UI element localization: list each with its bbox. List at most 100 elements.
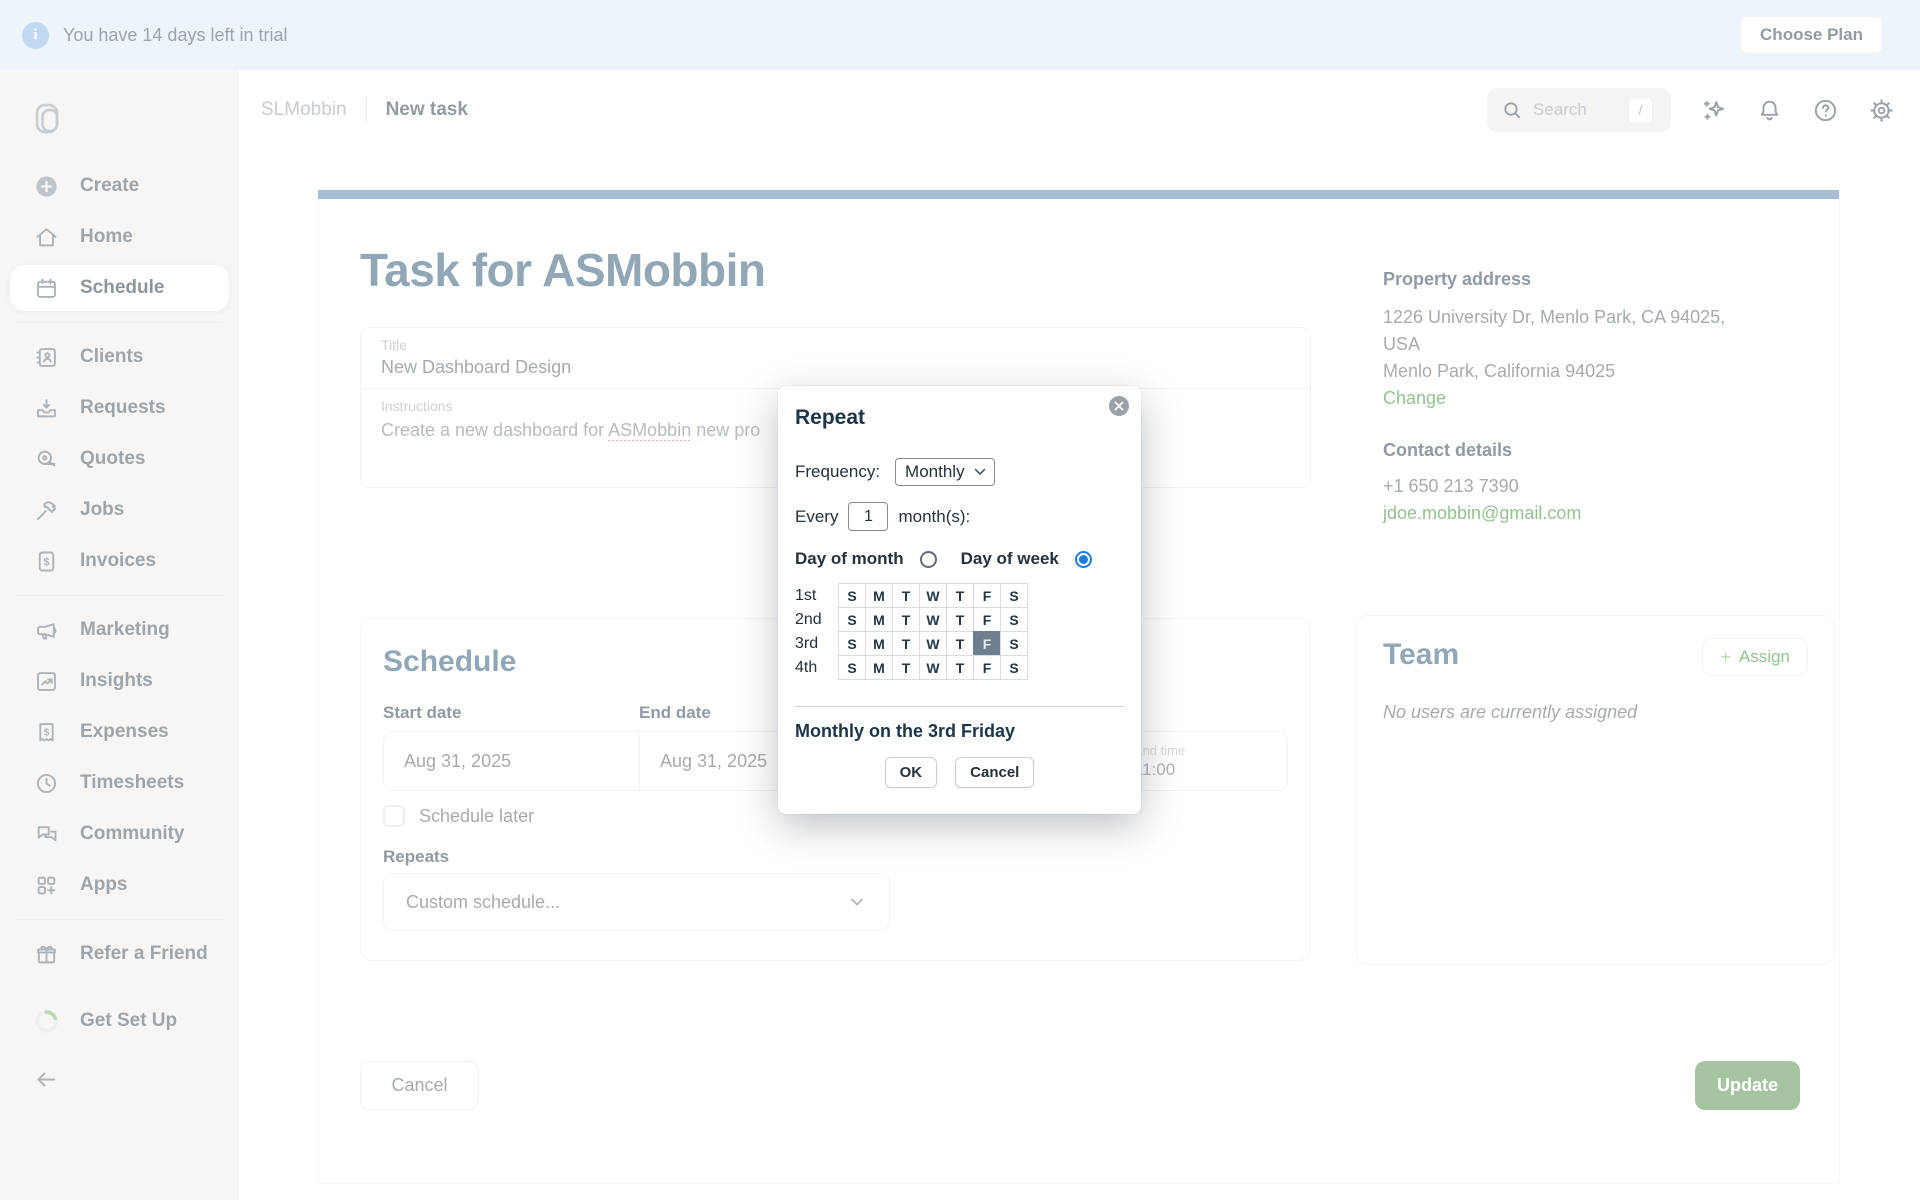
weekday-cell[interactable]: S	[838, 583, 866, 608]
search-field[interactable]	[1533, 100, 1619, 120]
weekday-cell[interactable]: T	[892, 583, 920, 608]
close-icon[interactable]	[1109, 396, 1129, 416]
interval-input[interactable]: 1	[848, 502, 889, 531]
weekday-cell[interactable]: F	[973, 583, 1001, 608]
week-ordinal-label: 2nd	[795, 610, 822, 628]
weekday-cell[interactable]: M	[865, 655, 893, 680]
property-address-title: Property address	[1383, 269, 1532, 289]
sidebar-item-label: Marketing	[80, 619, 170, 640]
notifications-bell-icon[interactable]	[1755, 96, 1783, 124]
choose-plan-button[interactable]: Choose Plan	[1740, 16, 1883, 54]
start-date-input[interactable]: Aug 31, 2025	[404, 750, 512, 771]
contact-phone: +1 650 213 7390	[1383, 476, 1519, 496]
weekday-cell[interactable]: S	[838, 655, 866, 680]
weekday-cell[interactable]: S	[1000, 655, 1028, 680]
sidebar-item-create[interactable]: Create	[10, 163, 229, 209]
sidebar-item-apps[interactable]: Apps	[10, 862, 229, 908]
assign-button[interactable]: + Assign	[1702, 638, 1808, 676]
sidebar-item-expenses[interactable]: $ Expenses	[10, 709, 229, 755]
frequency-select[interactable]: Monthly	[895, 458, 995, 486]
sidebar-item-label: Clients	[80, 346, 144, 367]
weekday-cell[interactable]: W	[919, 655, 947, 680]
weekday-cell[interactable]: T	[946, 583, 974, 608]
weekday-cell[interactable]: T	[892, 631, 920, 656]
instructions-field-label: Instructions	[381, 398, 453, 414]
sidebar-item-get-set-up[interactable]: Get Set Up	[10, 998, 229, 1044]
sidebar-item-clients[interactable]: Clients	[10, 334, 229, 380]
weekday-cell[interactable]: S	[838, 631, 866, 656]
weekday-cell[interactable]: M	[865, 607, 893, 632]
weekday-cell[interactable]: T	[946, 607, 974, 632]
weekday-cell[interactable]: T	[892, 607, 920, 632]
weekday-cell[interactable]: W	[919, 607, 947, 632]
sidebar-item-quotes[interactable]: Quotes	[10, 436, 229, 482]
weekday-cell[interactable]: S	[838, 607, 866, 632]
sidebar-item-label: Community	[80, 823, 185, 844]
breadcrumb-account[interactable]: SLMobbin	[261, 99, 347, 120]
app-logo-icon[interactable]	[30, 100, 239, 143]
weekday-cell[interactable]: M	[865, 583, 893, 608]
weekday-cell[interactable]: T	[946, 655, 974, 680]
weekday-cell[interactable]: F	[973, 655, 1001, 680]
search-input[interactable]: /	[1487, 88, 1671, 132]
spellcheck-word: ASMobbin	[608, 420, 692, 440]
day-of-week-label: Day of week	[960, 549, 1059, 568]
home-icon	[33, 224, 60, 251]
weekday-cell[interactable]: S	[1000, 583, 1028, 608]
weekday-cell[interactable]: S	[1000, 607, 1028, 632]
change-address-link[interactable]: Change	[1383, 388, 1447, 408]
team-empty-text: No users are currently assigned	[1383, 702, 1638, 722]
sidebar-item-label: Schedule	[80, 277, 165, 298]
weekday-cell[interactable]: W	[919, 583, 947, 608]
settings-gear-icon[interactable]	[1867, 96, 1895, 124]
sidebar-item-timesheets[interactable]: Timesheets	[10, 760, 229, 806]
weekday-cell[interactable]: F	[973, 631, 1001, 656]
update-button[interactable]: Update	[1695, 1061, 1800, 1110]
sidebar-item-marketing[interactable]: Marketing	[10, 607, 229, 653]
weekday-grid-row: 3rd S M T W T F S	[795, 631, 1124, 656]
day-of-month-radio[interactable]	[919, 550, 937, 568]
ok-button[interactable]: OK	[884, 757, 938, 788]
help-icon[interactable]	[1811, 96, 1839, 124]
sidebar-item-collapse[interactable]	[10, 1056, 229, 1102]
chat-bubbles-icon	[33, 821, 60, 848]
schedule-later-checkbox[interactable]	[383, 805, 405, 827]
apps-grid-icon	[33, 872, 60, 899]
repeats-dropdown[interactable]: Custom schedule...	[383, 873, 890, 931]
weekday-cell[interactable]: S	[1000, 631, 1028, 656]
search-icon	[1500, 98, 1524, 122]
sidebar-divider	[16, 919, 223, 920]
weekday-cell[interactable]: T	[892, 655, 920, 680]
title-field-value: New Dashboard Design	[381, 357, 572, 377]
weekday-cell[interactable]: M	[865, 631, 893, 656]
cancel-button[interactable]: Cancel	[360, 1061, 479, 1110]
sidebar-item-community[interactable]: Community	[10, 811, 229, 857]
sidebar-item-label: Apps	[80, 874, 128, 895]
sidebar: Create Home Schedule Clients Requests Quotes J…	[0, 70, 239, 1200]
sidebar-item-insights[interactable]: Insights	[10, 658, 229, 704]
recurrence-summary: Monthly on the 3rd Friday	[795, 721, 1016, 741]
svg-text:$: $	[44, 727, 50, 738]
sidebar-item-home[interactable]: Home	[10, 214, 229, 260]
end-date-input[interactable]: Aug 31, 2025	[639, 732, 894, 790]
sidebar-item-schedule[interactable]: Schedule	[10, 265, 229, 311]
sidebar-item-invoices[interactable]: $ Invoices	[10, 538, 229, 584]
day-of-week-radio[interactable]	[1074, 550, 1092, 568]
svg-text:$: $	[44, 556, 50, 568]
weekday-cell[interactable]: T	[946, 631, 974, 656]
sidebar-item-requests[interactable]: Requests	[10, 385, 229, 431]
arrow-left-icon	[33, 1066, 60, 1093]
team-section: Team + Assign No users are currently ass…	[1356, 615, 1835, 965]
address-line: 1226 University Dr, Menlo Park, CA 94025…	[1383, 307, 1726, 327]
search-shortcut-badge: /	[1628, 96, 1653, 124]
contact-email-link[interactable]: jdoe.mobbin@gmail.com	[1383, 503, 1582, 523]
title-field-label: Title	[381, 337, 407, 353]
weekday-cell[interactable]: W	[919, 631, 947, 656]
chevron-down-icon	[974, 468, 985, 475]
dialog-cancel-button[interactable]: Cancel	[955, 757, 1035, 788]
sidebar-item-jobs[interactable]: Jobs	[10, 487, 229, 533]
weekday-cell[interactable]: F	[973, 607, 1001, 632]
ai-sparkles-icon[interactable]	[1699, 96, 1727, 124]
sidebar-item-refer-a-friend[interactable]: Refer a Friend	[10, 931, 229, 977]
